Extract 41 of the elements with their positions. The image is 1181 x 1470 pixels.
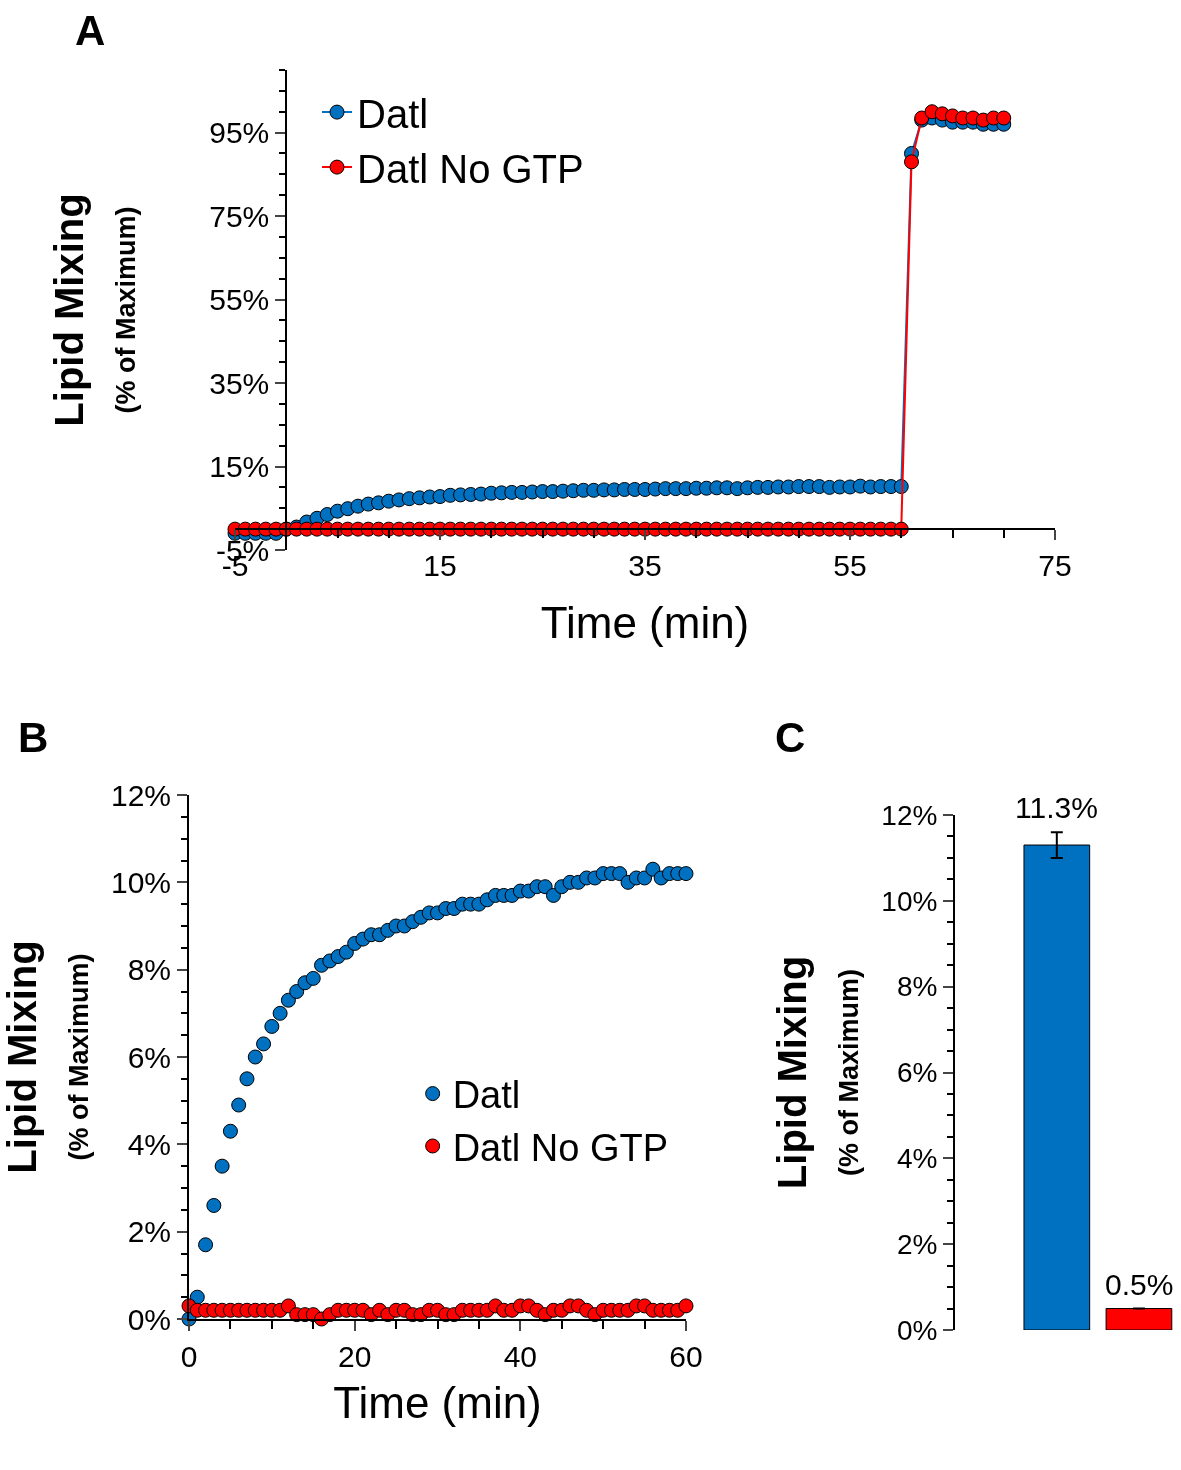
- x-tick-label: 40: [503, 1340, 538, 1373]
- x-tick-label: 15: [423, 549, 457, 583]
- y-axis-title: Lipid Mixing (% of Maximum): [47, 193, 142, 427]
- x-axis-title: Time (min): [540, 597, 750, 647]
- y-axis-title: Lipid Mixing (% of Maximum): [770, 955, 865, 1190]
- legend-label: Datl No GTP: [357, 146, 584, 191]
- x-tick-label: 55: [833, 549, 867, 583]
- y-tick-label: 95%: [209, 116, 270, 150]
- text: C: [775, 714, 806, 761]
- legend-label: Datl: [357, 91, 429, 136]
- y-tick-label: 2%: [127, 1215, 171, 1249]
- legend-label: Datl: [452, 1074, 521, 1117]
- y-tick-label: 2%: [896, 1228, 938, 1260]
- y-tick-label: 4%: [896, 1143, 938, 1175]
- y-tick-label: 75%: [209, 199, 270, 233]
- legend-label: Datl No GTP: [452, 1126, 669, 1169]
- x-tick-label: 60: [669, 1340, 703, 1373]
- y-tick-label: 0%: [127, 1302, 171, 1336]
- y-tick-label: 12%: [881, 799, 938, 831]
- x-tick-label: 0: [180, 1340, 198, 1373]
- y-tick-label: 35%: [209, 366, 270, 400]
- data-label: 11.3%: [1015, 791, 1098, 824]
- text: A: [75, 7, 106, 54]
- y-tick-label: 10%: [881, 885, 938, 917]
- x-axis-title: Time (min): [333, 1377, 542, 1427]
- y-tick-label: 8%: [896, 971, 938, 1003]
- x-tick-label: 35: [628, 549, 662, 583]
- x-tick-label: 20: [337, 1340, 372, 1373]
- y-tick-label: 15%: [209, 450, 270, 484]
- y-tick-label: 6%: [896, 1057, 938, 1089]
- y-axis-title: Lipid Mixing (% of Maximum): [0, 940, 94, 1174]
- y-tick-label: 8%: [127, 953, 171, 987]
- y-tick-label: 12%: [110, 778, 171, 812]
- y-tick-label: 4%: [127, 1127, 171, 1161]
- text: B: [18, 714, 49, 761]
- data-label: 0.5%: [1105, 1268, 1174, 1301]
- y-tick-label: 10%: [110, 865, 171, 899]
- y-tick-label: 0%: [896, 1314, 938, 1346]
- y-tick-label: 6%: [127, 1040, 171, 1074]
- x-tick-label: 75: [1038, 549, 1072, 583]
- y-tick-label: 55%: [209, 283, 270, 317]
